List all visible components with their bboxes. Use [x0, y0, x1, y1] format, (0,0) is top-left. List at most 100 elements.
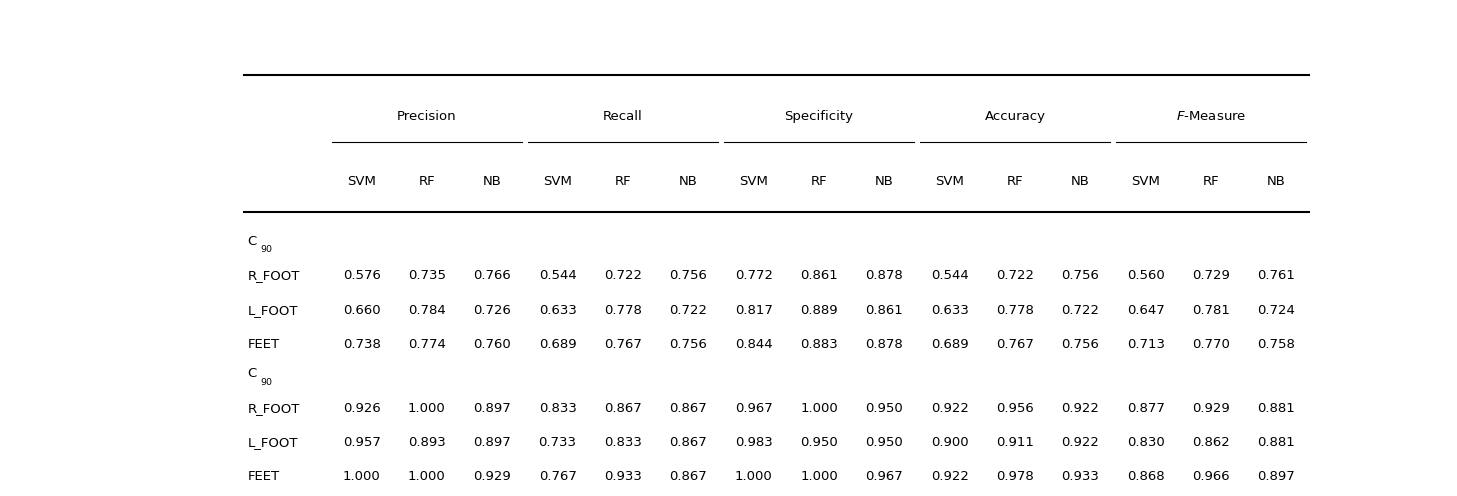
Text: 0.756: 0.756 [669, 338, 707, 351]
Text: 0.722: 0.722 [997, 269, 1034, 282]
Text: Precision: Precision [398, 110, 456, 124]
Text: 1.000: 1.000 [800, 471, 838, 484]
Text: 0.867: 0.867 [669, 436, 707, 449]
Text: 0.922: 0.922 [931, 471, 969, 484]
Text: 0.544: 0.544 [931, 269, 969, 282]
Text: 0.950: 0.950 [865, 402, 903, 415]
Text: R_FOOT: R_FOOT [248, 402, 300, 415]
Text: 0.767: 0.767 [605, 338, 643, 351]
Text: 0.722: 0.722 [669, 304, 707, 317]
Text: 0.781: 0.781 [1192, 304, 1230, 317]
Text: 0.978: 0.978 [997, 471, 1034, 484]
Text: NB: NB [874, 175, 893, 188]
Text: 0.922: 0.922 [1061, 402, 1099, 415]
Text: C: C [248, 235, 256, 248]
Text: 1.000: 1.000 [408, 402, 446, 415]
Text: 0.867: 0.867 [669, 471, 707, 484]
Text: 0.922: 0.922 [1061, 436, 1099, 449]
Text: FEET: FEET [248, 338, 280, 351]
Text: 0.772: 0.772 [734, 269, 772, 282]
Text: 0.878: 0.878 [865, 269, 903, 282]
Text: 0.861: 0.861 [865, 304, 903, 317]
Text: 0.544: 0.544 [539, 269, 577, 282]
Text: 0.767: 0.767 [539, 471, 577, 484]
Text: 0.722: 0.722 [605, 269, 643, 282]
Text: 0.784: 0.784 [408, 304, 446, 317]
Text: 0.867: 0.867 [669, 402, 707, 415]
Text: NB: NB [679, 175, 698, 188]
Text: NB: NB [1268, 175, 1287, 188]
Text: 0.756: 0.756 [669, 269, 707, 282]
Text: 0.733: 0.733 [539, 436, 577, 449]
Text: 0.833: 0.833 [539, 402, 577, 415]
Text: 0.881: 0.881 [1257, 402, 1295, 415]
Text: 0.729: 0.729 [1192, 269, 1230, 282]
Text: 1.000: 1.000 [800, 402, 838, 415]
Text: 0.900: 0.900 [931, 436, 969, 449]
Text: RF: RF [810, 175, 828, 188]
Text: 0.929: 0.929 [474, 471, 511, 484]
Text: 0.761: 0.761 [1257, 269, 1295, 282]
Text: 0.950: 0.950 [800, 436, 838, 449]
Text: 0.758: 0.758 [1257, 338, 1295, 351]
Text: 0.633: 0.633 [539, 304, 577, 317]
Text: SVM: SVM [543, 175, 573, 188]
Text: 0.897: 0.897 [474, 436, 511, 449]
Text: 0.897: 0.897 [474, 402, 511, 415]
Text: 0.926: 0.926 [342, 402, 380, 415]
Text: 0.756: 0.756 [1061, 269, 1099, 282]
Text: 0.956: 0.956 [997, 402, 1034, 415]
Text: 0.862: 0.862 [1192, 436, 1230, 449]
Text: 0.966: 0.966 [1192, 471, 1230, 484]
Text: 0.756: 0.756 [1061, 338, 1099, 351]
Text: 90: 90 [259, 246, 272, 254]
Text: 0.767: 0.767 [997, 338, 1034, 351]
Text: 0.883: 0.883 [800, 338, 838, 351]
Text: 0.774: 0.774 [408, 338, 446, 351]
Text: 0.647: 0.647 [1126, 304, 1164, 317]
Text: RF: RF [615, 175, 631, 188]
Text: 0.760: 0.760 [474, 338, 511, 351]
Text: 0.738: 0.738 [342, 338, 380, 351]
Text: 0.713: 0.713 [1126, 338, 1164, 351]
Text: 0.893: 0.893 [408, 436, 446, 449]
Text: 0.766: 0.766 [474, 269, 511, 282]
Text: Specificity: Specificity [784, 110, 854, 124]
Text: C: C [248, 368, 256, 380]
Text: 0.576: 0.576 [342, 269, 380, 282]
Text: R_FOOT: R_FOOT [248, 269, 300, 282]
Text: 0.770: 0.770 [1192, 338, 1230, 351]
Text: FEET: FEET [248, 471, 280, 484]
Text: 0.689: 0.689 [931, 338, 969, 351]
Text: 0.778: 0.778 [997, 304, 1034, 317]
Text: 0.722: 0.722 [1061, 304, 1100, 317]
Text: 1.000: 1.000 [342, 471, 380, 484]
Text: 0.911: 0.911 [997, 436, 1034, 449]
Text: SVM: SVM [739, 175, 768, 188]
Text: RF: RF [1007, 175, 1023, 188]
Text: 0.889: 0.889 [800, 304, 838, 317]
Text: $\it{F}$-Measure: $\it{F}$-Measure [1176, 110, 1246, 124]
Text: 0.735: 0.735 [408, 269, 446, 282]
Text: 0.724: 0.724 [1257, 304, 1295, 317]
Text: 0.929: 0.929 [1192, 402, 1230, 415]
Text: NB: NB [482, 175, 501, 188]
Text: 0.967: 0.967 [734, 402, 772, 415]
Text: 0.967: 0.967 [865, 471, 903, 484]
Text: SVM: SVM [935, 175, 965, 188]
Text: 1.000: 1.000 [408, 471, 446, 484]
Text: SVM: SVM [1131, 175, 1160, 188]
Text: 0.878: 0.878 [865, 338, 903, 351]
Text: 0.844: 0.844 [734, 338, 772, 351]
Text: 0.830: 0.830 [1126, 436, 1164, 449]
Text: 0.778: 0.778 [605, 304, 643, 317]
Text: RF: RF [418, 175, 436, 188]
Text: 0.957: 0.957 [342, 436, 380, 449]
Text: 0.897: 0.897 [1257, 471, 1295, 484]
Text: 0.726: 0.726 [474, 304, 511, 317]
Text: 0.689: 0.689 [539, 338, 577, 351]
Text: 0.867: 0.867 [605, 402, 643, 415]
Text: L_FOOT: L_FOOT [248, 436, 299, 449]
Text: 0.933: 0.933 [1061, 471, 1099, 484]
Text: Accuracy: Accuracy [985, 110, 1046, 124]
